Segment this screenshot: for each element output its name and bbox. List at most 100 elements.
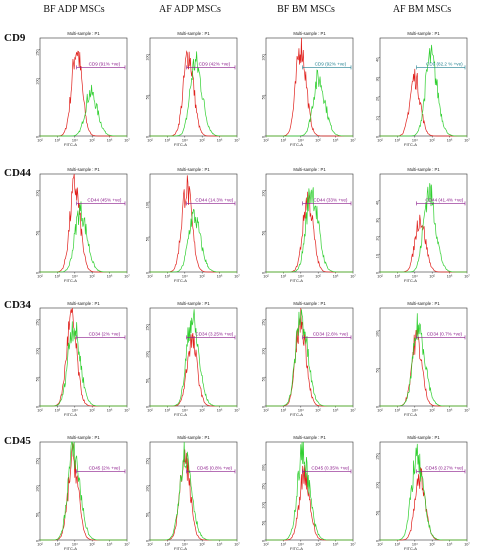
x-tick-label: 10⁴ (182, 409, 188, 413)
y-tick-label: 0 (262, 272, 266, 274)
marker-histogram (380, 313, 467, 407)
x-tick-label: 10⁴ (182, 139, 188, 143)
x-tick-label: 10⁵ (199, 139, 205, 143)
x-tick-label: 10³ (55, 409, 61, 413)
column-title: BF ADP MSCs (43, 4, 104, 15)
marker-histogram (40, 321, 127, 407)
y-tick-label: 100 (36, 78, 40, 84)
y-tick-label: 100 (262, 190, 266, 196)
x-tick-label: 10⁶ (217, 275, 223, 279)
panel-title: Multi-sample : P1 (407, 167, 440, 172)
y-tick-label: 50 (36, 377, 40, 381)
y-tick-label: 50 (146, 379, 150, 383)
y-tick-label: 50 (262, 95, 266, 99)
x-tick-label: 10⁷ (234, 409, 240, 413)
y-tick-label: 100 (262, 54, 266, 60)
panel-title: Multi-sample : P1 (293, 31, 326, 36)
plot-frame (265, 173, 354, 273)
y-tick-label: 50 (376, 368, 380, 372)
y-tick-label: 100 (376, 331, 380, 337)
y-tick-label: 10 (376, 116, 380, 120)
x-tick-label: 10⁵ (315, 139, 321, 143)
x-axis-label: FITC-A (290, 142, 303, 147)
x-tick-label: 10⁵ (429, 275, 435, 279)
x-tick-label: 10⁴ (298, 543, 304, 547)
panel-title: Multi-sample : P1 (407, 435, 440, 440)
x-tick-label: 10⁶ (447, 543, 453, 547)
row-label: CD44 (4, 167, 31, 179)
x-tick-label: 10⁷ (124, 275, 130, 279)
x-tick-label: 10⁴ (412, 275, 418, 279)
histogram-panel: Multi-sample : P1 0 50 100 10² 10³ 10⁴ 10⁵ 10⁶ 10… (262, 31, 357, 147)
x-axis-label: FITC-A (290, 278, 303, 283)
x-axis-label: FITC-A (64, 412, 77, 417)
x-tick-label: 10⁶ (107, 409, 113, 413)
x-tick-label: 10² (37, 543, 43, 547)
histogram-panel: Multi-sample : P1 0 50 100 10² 10³ 10⁴ 10⁵ 10⁶ 10… (36, 167, 131, 283)
x-tick-label: 10⁷ (234, 543, 240, 547)
y-tick-label: 200 (262, 465, 266, 471)
x-tick-label: 10⁶ (447, 275, 453, 279)
x-tick-label: 10² (377, 139, 383, 143)
y-tick-label: 0 (146, 272, 150, 274)
gate-label: CD34 (2.6% +ve) (313, 331, 349, 336)
x-tick-label: 10⁶ (333, 409, 339, 413)
y-tick-label: 10 (376, 254, 380, 258)
y-tick-label: 100 (146, 486, 150, 492)
y-tick-label: 20 (376, 97, 380, 101)
x-tick-label: 10⁴ (298, 275, 304, 279)
x-tick-label: 10⁵ (89, 543, 95, 547)
y-tick-label: 0 (262, 136, 266, 138)
x-tick-label: 10² (263, 409, 269, 413)
x-tick-label: 10² (377, 275, 383, 279)
x-tick-label: 10⁵ (315, 275, 321, 279)
x-tick-label: 10² (147, 275, 153, 279)
panel-title: Multi-sample : P1 (177, 435, 210, 440)
plot-frame (149, 173, 238, 273)
y-tick-label: 150 (262, 320, 266, 326)
marker-histogram (380, 183, 467, 273)
x-tick-label: 10³ (395, 139, 401, 143)
marker-histogram (266, 187, 353, 273)
x-tick-label: 10⁴ (72, 275, 78, 279)
x-tick-label: 10² (263, 139, 269, 143)
x-tick-label: 10³ (165, 543, 171, 547)
x-tick-label: 10³ (55, 139, 61, 143)
gate-label: CD9 (91% +ve) (89, 61, 121, 66)
histogram-panel: Multi-sample : P1 0 50 100 150 10² 10³ 10⁴ 10⁵ 10… (146, 301, 241, 417)
gate-label: CD45 (2% +ve) (89, 465, 121, 470)
x-axis-label: FITC-A (404, 546, 417, 550)
y-tick-label: 150 (146, 324, 150, 330)
column-title: BF BM MSCs (277, 4, 335, 15)
y-tick-label: 0 (262, 406, 266, 408)
x-axis-label: FITC-A (174, 546, 187, 550)
x-tick-label: 10⁷ (464, 139, 470, 143)
x-tick-label: 10⁶ (107, 543, 113, 547)
y-tick-label: 100 (36, 486, 40, 492)
y-tick-label: 50 (146, 95, 150, 99)
gate-label: CD45 (0.8% +ve) (197, 465, 233, 470)
x-tick-label: 10⁴ (72, 139, 78, 143)
x-axis-label: FITC-A (64, 546, 77, 550)
y-tick-label: 150 (36, 320, 40, 326)
x-axis-label: FITC-A (174, 278, 187, 283)
x-tick-label: 10² (377, 409, 383, 413)
y-tick-label: 0 (36, 540, 40, 542)
gate-label: CD45 (0.27% +ve) (425, 465, 463, 470)
x-tick-label: 10⁴ (412, 409, 418, 413)
x-tick-label: 10⁵ (429, 409, 435, 413)
gate-label: CD9 (92% +ve) (315, 61, 347, 66)
x-tick-label: 10⁴ (412, 139, 418, 143)
x-tick-label: 10³ (281, 409, 287, 413)
histogram-panel: Multi-sample : P1 0 50 100 150 10² 10³ 10⁴ 10⁵ 10… (36, 435, 131, 550)
x-tick-label: 10³ (281, 139, 287, 143)
y-tick-label: 150 (36, 50, 40, 56)
y-tick-label: 0 (376, 136, 380, 138)
histogram-panel: Multi-sample : P1 0 50 100 150 10² 10³ 10⁴ 10⁵ 10… (376, 435, 471, 550)
x-tick-label: 10² (37, 409, 43, 413)
y-tick-label: 50 (36, 231, 40, 235)
histogram-panel: Multi-sample : P1 0 50 100 150 10² 10³ 10⁴ 10⁵ 10… (146, 435, 241, 550)
panel-title: Multi-sample : P1 (293, 167, 326, 172)
x-tick-label: 10⁷ (464, 275, 470, 279)
